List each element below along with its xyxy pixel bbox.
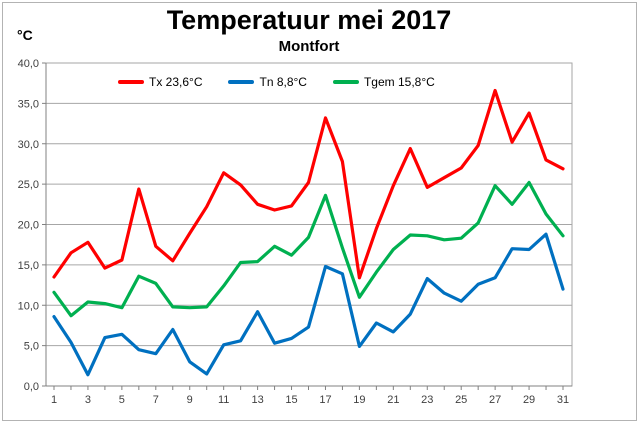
legend-label-tgem: Tgem 15,8°C: [363, 75, 435, 89]
svg-text:35,0: 35,0: [18, 98, 39, 110]
legend-item-tn: Tn 8,8°C: [228, 75, 307, 89]
svg-text:3: 3: [85, 394, 91, 406]
svg-text:19: 19: [353, 394, 365, 406]
legend-item-tx: Tx 23,6°C: [118, 75, 202, 89]
chart-subtitle: Montfort: [278, 38, 340, 55]
chart-legend: Tx 23,6°C Tn 8,8°C Tgem 15,8°C: [118, 75, 435, 89]
svg-text:5: 5: [119, 394, 125, 406]
svg-text:25: 25: [455, 394, 467, 406]
y-axis-unit-label: °C: [17, 27, 33, 43]
svg-text:20,0: 20,0: [18, 220, 39, 232]
svg-text:17: 17: [319, 394, 331, 406]
tgem-series-line: [52, 180, 565, 318]
svg-text:29: 29: [523, 394, 535, 406]
svg-text:7: 7: [153, 394, 159, 406]
tn-line-swatch-icon: [228, 80, 255, 84]
svg-text:25,0: 25,0: [18, 179, 39, 191]
legend-item-tgem: Tgem 15,8°C: [332, 75, 435, 89]
svg-text:30,0: 30,0: [18, 139, 39, 151]
svg-text:40,0: 40,0: [18, 58, 39, 70]
svg-text:11: 11: [218, 394, 229, 406]
tgem-line-swatch-icon: [332, 80, 359, 84]
svg-text:9: 9: [187, 394, 193, 406]
svg-text:15,0: 15,0: [18, 260, 39, 272]
y-gridlines: [42, 62, 572, 387]
svg-text:15: 15: [285, 394, 297, 406]
svg-text:13: 13: [251, 394, 263, 406]
x-ticks: [53, 386, 564, 390]
tn-series-line: [52, 232, 565, 377]
axis-tick-labels: 0,05,010,015,020,025,030,035,040,01 3 5 7 9 1…: [18, 58, 570, 406]
svg-text:31: 31: [557, 394, 569, 406]
svg-text:10,0: 10,0: [18, 300, 39, 312]
svg-text:27: 27: [489, 394, 501, 406]
tx-line-swatch-icon: [118, 80, 144, 84]
svg-text:5,0: 5,0: [24, 341, 39, 353]
chart-title: Temperatuur mei 2017: [166, 5, 452, 35]
svg-text:0,0: 0,0: [24, 381, 39, 393]
legend-label-tx: Tx 23,6°C: [149, 75, 203, 89]
svg-text:21: 21: [387, 394, 399, 406]
tx-series-line: [52, 88, 565, 280]
legend-label-tn: Tn 8,8°C: [259, 75, 307, 89]
svg-text:23: 23: [421, 394, 433, 406]
svg-text:1: 1: [51, 394, 57, 406]
